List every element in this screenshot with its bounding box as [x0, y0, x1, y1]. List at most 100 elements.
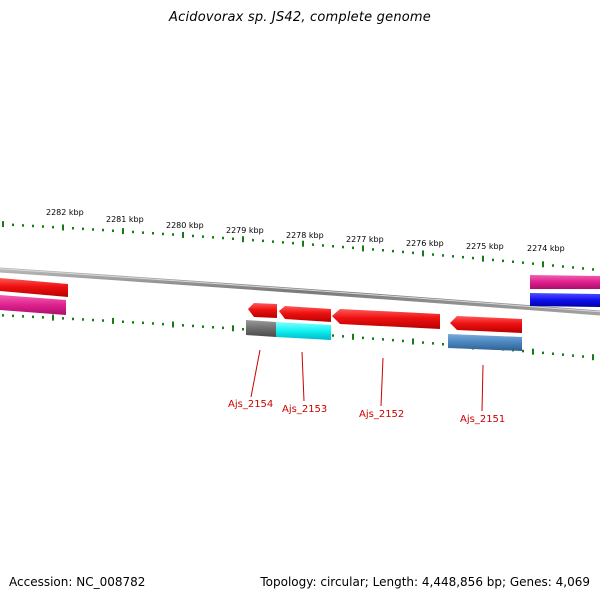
gene-arrow-ajs-2153[interactable] — [279, 306, 331, 322]
inner-ring-minor-tick — [212, 326, 214, 329]
outer-ring-minor-tick — [372, 248, 374, 251]
gene-labels: Ajs_2154 Ajs_2153 Ajs_2152 Ajs_2151 — [228, 399, 505, 425]
inner-ring-major-tick — [592, 354, 594, 361]
outer-ring-minor-tick — [282, 241, 284, 244]
leader-line-ajs-2152 — [380, 357, 384, 407]
category-bars — [246, 320, 522, 351]
gene-arrow-ajs-2152[interactable] — [332, 309, 440, 329]
outer-ring-minor-tick — [272, 240, 274, 243]
outer-ring-minor-tick — [42, 225, 44, 228]
scale-label-2275: 2275 kbp — [466, 242, 504, 251]
inner-ring-minor-tick — [242, 328, 244, 331]
outer-ring-major-tick — [302, 240, 304, 247]
inner-ring-minor-tick — [422, 341, 424, 344]
feature-red-left[interactable] — [0, 278, 68, 297]
outer-ring-minor-tick — [202, 235, 204, 238]
gene-label-ajs-2154[interactable]: Ajs_2154 — [228, 399, 273, 410]
outer-ring-minor-tick — [252, 238, 254, 242]
outer-ring-minor-tick — [402, 250, 404, 254]
outer-ring-minor-tick — [582, 267, 584, 270]
inner-ring-minor-tick — [582, 355, 584, 358]
inner-ring-minor-tick — [222, 326, 224, 330]
outer-strand-features — [0, 275, 600, 315]
outer-ring-minor-tick — [502, 259, 504, 263]
inner-ring-major-tick — [412, 338, 414, 345]
gene-label-ajs-2153[interactable]: Ajs_2153 — [282, 404, 327, 415]
outer-ring-major-tick — [122, 228, 124, 235]
outer-ring-major-tick — [422, 250, 424, 257]
outer-ring-minor-tick — [382, 249, 384, 252]
scale-label-2282: 2282 kbp — [46, 208, 84, 217]
inner-ring-minor-tick — [102, 319, 104, 322]
outer-ring-minor-tick — [322, 244, 324, 247]
inner-ring-minor-tick — [402, 339, 404, 343]
outer-ring-minor-tick — [472, 256, 474, 260]
outer-ring-minor-tick — [262, 239, 264, 243]
inner-ring-minor-tick — [392, 338, 394, 342]
inner-ring-minor-tick — [82, 318, 84, 321]
category-bar-cyan[interactable] — [276, 322, 331, 340]
scale-label-2281: 2281 kbp — [106, 215, 144, 224]
leader-line-ajs-2154 — [250, 349, 261, 398]
outer-ring-minor-tick — [332, 245, 334, 248]
outer-ring-minor-tick — [192, 234, 194, 238]
outer-ring-minor-tick — [342, 245, 344, 249]
inner-ring-minor-tick — [372, 337, 374, 340]
outer-ring-minor-tick — [592, 268, 594, 271]
inner-ring-major-tick — [532, 348, 534, 355]
inner-ring-minor-tick — [542, 351, 544, 355]
inner-ring-major-tick — [352, 333, 354, 340]
inner-ring-minor-tick — [342, 335, 344, 338]
inner-ring-major-tick — [112, 317, 114, 324]
inner-ring-major-tick — [172, 321, 174, 328]
genome-summary-text: Topology: circular; Length: 4,448,856 bp… — [260, 575, 590, 589]
outer-ring-minor-tick — [572, 266, 574, 269]
gene-label-ajs-2152[interactable]: Ajs_2152 — [359, 409, 404, 420]
leader-line-ajs-2151 — [481, 364, 484, 412]
outer-tick-ring — [2, 221, 594, 271]
category-bar-steelblue[interactable] — [448, 334, 522, 351]
inner-ring-minor-tick — [12, 314, 14, 318]
outer-ring-minor-tick — [132, 230, 134, 234]
gene-label-ajs-2151[interactable]: Ajs_2151 — [460, 414, 505, 425]
inner-strand-features — [248, 303, 522, 333]
outer-ring-minor-tick — [22, 224, 24, 227]
inner-ring-minor-tick — [72, 317, 74, 321]
feature-magenta-left[interactable] — [0, 295, 66, 315]
inner-ring-minor-tick — [572, 354, 574, 357]
gene-arrow-ajs-2154[interactable] — [248, 303, 277, 318]
feature-blue-right[interactable] — [530, 293, 600, 307]
inner-ring-minor-tick — [62, 317, 64, 320]
inner-ring-minor-tick — [522, 349, 524, 353]
inner-ring-minor-tick — [562, 353, 564, 356]
outer-ring-major-tick — [182, 232, 184, 238]
inner-ring-minor-tick — [152, 322, 154, 325]
category-bar-gray[interactable] — [246, 320, 276, 337]
outer-ring-minor-tick — [152, 232, 154, 235]
inner-ring-minor-tick — [32, 315, 34, 319]
outer-ring-minor-tick — [162, 232, 164, 236]
inner-ring-minor-tick — [2, 314, 4, 317]
inner-ring-minor-tick — [92, 318, 94, 322]
inner-ring-minor-tick — [22, 315, 24, 318]
scale-label-2276: 2276 kbp — [406, 239, 444, 248]
outer-ring-minor-tick — [232, 237, 234, 240]
feature-magenta-right[interactable] — [530, 275, 600, 289]
inner-ring-minor-tick — [432, 342, 434, 345]
gene-arrow-ajs-2151[interactable] — [450, 316, 522, 333]
inner-ring-major-tick — [232, 325, 234, 332]
outer-ring-minor-tick — [12, 223, 14, 227]
scale-label-2277: 2277 kbp — [346, 235, 384, 244]
outer-ring-minor-tick — [492, 258, 494, 262]
outer-ring-major-tick — [2, 221, 4, 228]
outer-ring-minor-tick — [462, 255, 464, 259]
scale-labels: 2282 kbp 2281 kbp 2280 kbp 2279 kbp 2278… — [46, 208, 565, 253]
outer-ring-major-tick — [482, 255, 484, 262]
outer-ring-major-tick — [62, 224, 64, 231]
outer-ring-minor-tick — [292, 241, 294, 245]
outer-ring-minor-tick — [112, 229, 114, 232]
outer-ring-minor-tick — [222, 236, 224, 240]
outer-ring-minor-tick — [522, 261, 524, 264]
